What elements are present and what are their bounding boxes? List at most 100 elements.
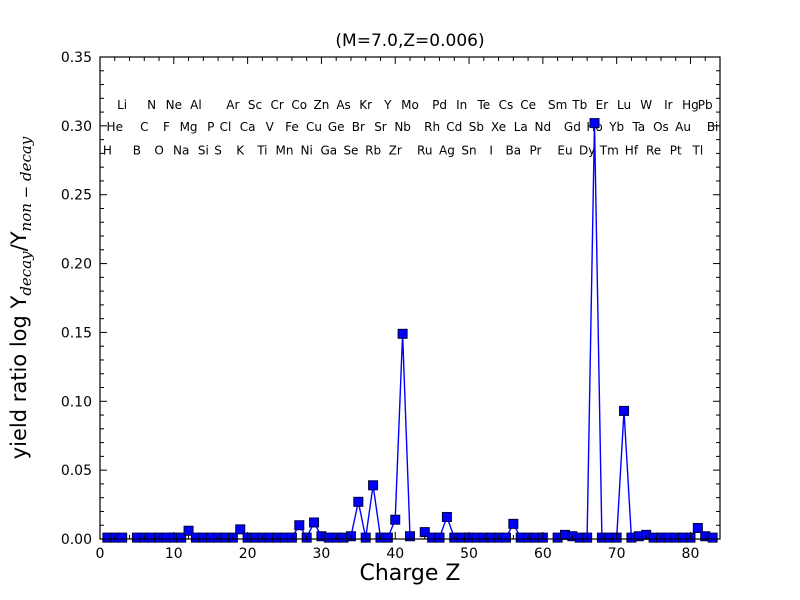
data-point-z81 bbox=[692, 522, 703, 533]
element-label-Bi: Bi bbox=[707, 120, 719, 134]
element-label-Sb: Sb bbox=[469, 120, 484, 134]
element-label-Rb: Rb bbox=[365, 144, 381, 158]
y-tick-label: 0.00 bbox=[61, 532, 92, 548]
element-label-P: P bbox=[207, 120, 214, 134]
element-label-Nd: Nd bbox=[535, 120, 552, 134]
element-label-I: I bbox=[489, 144, 493, 158]
element-label-Zr: Zr bbox=[389, 144, 402, 158]
y-tick-label: 0.05 bbox=[61, 463, 92, 479]
element-label-Tm: Tm bbox=[599, 144, 619, 158]
element-label-La: La bbox=[514, 120, 528, 134]
element-label-Te: Te bbox=[476, 98, 490, 112]
element-label-Co: Co bbox=[291, 98, 307, 112]
element-label-Li: Li bbox=[117, 98, 127, 112]
element-label-Ru: Ru bbox=[417, 144, 432, 158]
x-tick-label: 60 bbox=[534, 546, 552, 562]
element-label-Pb: Pb bbox=[698, 98, 713, 112]
element-label-Ni: Ni bbox=[301, 144, 313, 158]
element-label-Hg: Hg bbox=[682, 98, 699, 112]
element-label-Ta: Ta bbox=[631, 120, 645, 134]
element-label-S: S bbox=[214, 144, 222, 158]
element-label-B: B bbox=[133, 144, 141, 158]
element-label-Se: Se bbox=[343, 144, 358, 158]
x-tick-label: 0 bbox=[96, 546, 105, 562]
data-line-segment bbox=[136, 333, 411, 540]
y-tick-label: 0.30 bbox=[61, 119, 92, 135]
element-label-C: C bbox=[140, 120, 148, 134]
element-label-V: V bbox=[266, 120, 275, 134]
element-label-Cr: Cr bbox=[270, 98, 283, 112]
y-tick-label: 0.25 bbox=[61, 188, 92, 204]
x-tick-label: 40 bbox=[386, 546, 404, 562]
element-label-Y: Y bbox=[383, 98, 392, 112]
element-label-Sc: Sc bbox=[248, 98, 262, 112]
element-label-Ti: Ti bbox=[256, 144, 267, 158]
x-tick-label: 80 bbox=[682, 546, 700, 562]
data-point-z39 bbox=[382, 532, 393, 543]
element-label-Gd: Gd bbox=[564, 120, 581, 134]
element-label-Au: Au bbox=[675, 120, 691, 134]
element-label-Xe: Xe bbox=[491, 120, 506, 134]
data-point-z47 bbox=[441, 511, 452, 522]
y-tick-label: 0.20 bbox=[61, 257, 92, 273]
data-line-segment bbox=[557, 123, 713, 539]
y-axis-label: yield ratio log Ydecay/Ynon − decay bbox=[7, 136, 35, 459]
element-label-Sn: Sn bbox=[461, 144, 476, 158]
element-label-Dy: Dy bbox=[579, 144, 595, 158]
element-label-Sr: Sr bbox=[374, 120, 387, 134]
element-label-Kr: Kr bbox=[359, 98, 372, 112]
element-label-Zn: Zn bbox=[314, 98, 330, 112]
data-point-z71 bbox=[619, 405, 630, 416]
data-point-z35 bbox=[353, 496, 364, 507]
element-label-He: He bbox=[107, 120, 123, 134]
data-point-z55 bbox=[500, 532, 511, 543]
element-label-Tb: Tb bbox=[571, 98, 587, 112]
data-point-z67 bbox=[589, 118, 600, 129]
element-label-Ir: Ir bbox=[664, 98, 673, 112]
element-label-Br: Br bbox=[352, 120, 365, 134]
element-label-Lu: Lu bbox=[617, 98, 631, 112]
element-label-Rh: Rh bbox=[424, 120, 440, 134]
data-point-z27 bbox=[294, 520, 305, 531]
element-label-Ag: Ag bbox=[439, 144, 455, 158]
data-point-z83 bbox=[707, 532, 718, 543]
element-label-Ce: Ce bbox=[520, 98, 536, 112]
data-point-z56 bbox=[508, 518, 519, 529]
element-label-Al: Al bbox=[190, 98, 202, 112]
x-tick-label: 20 bbox=[239, 546, 257, 562]
x-tick-label: 30 bbox=[313, 546, 331, 562]
data-point-z41 bbox=[397, 328, 408, 339]
data-point-z3 bbox=[117, 532, 128, 543]
element-label-Cu: Cu bbox=[306, 120, 322, 134]
element-label-Ga: Ga bbox=[320, 144, 337, 158]
element-label-Tl: Tl bbox=[692, 144, 704, 158]
element-label-Ge: Ge bbox=[328, 120, 345, 134]
element-label-Os: Os bbox=[653, 120, 669, 134]
data-point-z11 bbox=[176, 532, 187, 543]
element-label-H: H bbox=[103, 144, 112, 158]
y-tick-label: 0.35 bbox=[61, 50, 92, 66]
element-label-Mg: Mg bbox=[180, 120, 198, 134]
element-label-In: In bbox=[456, 98, 467, 112]
element-label-Hf: Hf bbox=[625, 144, 639, 158]
element-label-Si: Si bbox=[198, 144, 209, 158]
element-label-Eu: Eu bbox=[557, 144, 572, 158]
element-label-Ne: Ne bbox=[166, 98, 182, 112]
element-label-Re: Re bbox=[646, 144, 661, 158]
data-point-z19 bbox=[235, 524, 246, 535]
element-label-K: K bbox=[236, 144, 245, 158]
element-label-Nb: Nb bbox=[394, 120, 411, 134]
element-label-Er: Er bbox=[596, 98, 609, 112]
element-label-Cl: Cl bbox=[220, 120, 232, 134]
element-label-Mn: Mn bbox=[276, 144, 294, 158]
element-label-Pd: Pd bbox=[432, 98, 447, 112]
element-label-Cd: Cd bbox=[446, 120, 462, 134]
data-point-z37 bbox=[368, 480, 379, 491]
chart-title: (M=7.0,Z=0.006) bbox=[335, 31, 485, 51]
element-label-O: O bbox=[154, 144, 163, 158]
element-label-Fe: Fe bbox=[285, 120, 299, 134]
element-label-Pt: Pt bbox=[670, 144, 682, 158]
element-label-Sm: Sm bbox=[548, 98, 567, 112]
element-label-N: N bbox=[147, 98, 156, 112]
